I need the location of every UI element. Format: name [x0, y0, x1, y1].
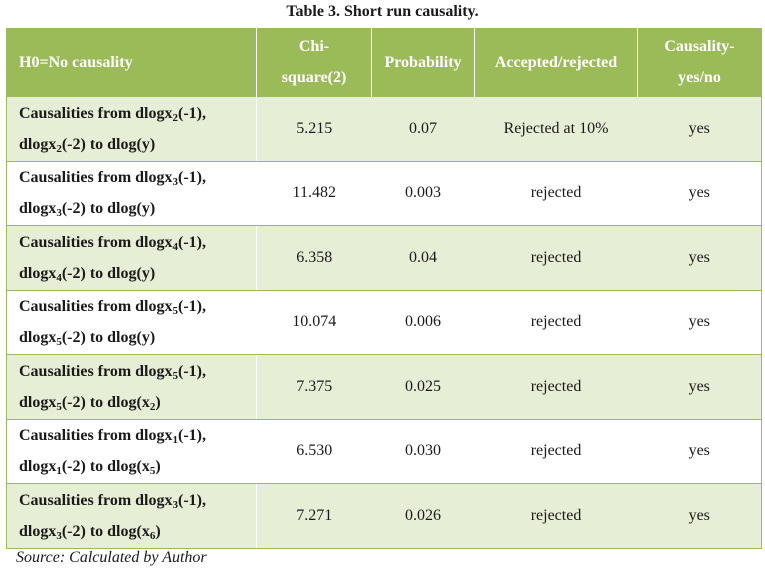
probability-cell: 0.07	[371, 96, 475, 162]
table-row: Causalities from dlogx4(-1), dlogx4(-2) t…	[6, 225, 762, 291]
hypothesis-line1: Causalities from dlogx1(-1),	[19, 427, 206, 447]
table-body: Causalities from dlogx2(-1), dlogx2(-2) t…	[6, 96, 762, 549]
header-chi-line1: Chi-	[298, 38, 330, 55]
hypothesis-cell: Causalities from dlogx1(-1), dlogx1(-2) t…	[6, 418, 257, 484]
status-cell: rejected	[474, 483, 638, 549]
chi-square-cell: 7.375	[256, 354, 372, 420]
chi-square-cell: 6.530	[256, 418, 372, 484]
hypothesis-line2: dlogx5(-2) to dlog(y)	[19, 329, 156, 349]
chi-square-cell: 11.482	[256, 160, 372, 226]
hypothesis-cell: Causalities from dlogx3(-1), dlogx3(-2) t…	[6, 483, 257, 549]
hypothesis-line1: Causalities from dlogx4(-1),	[19, 233, 206, 253]
table-caption: Table 3. Short run causality.	[286, 3, 479, 20]
status-cell: rejected	[474, 418, 638, 484]
hypothesis-line2: dlogx2(-2) to dlog(y)	[19, 135, 156, 155]
chi-square-cell: 10.074	[256, 289, 372, 355]
header-probability: Probability	[371, 28, 475, 97]
hypothesis-cell: Causalities from dlogx2(-1), dlogx2(-2) t…	[6, 96, 257, 162]
causality-cell: yes	[637, 96, 762, 162]
probability-cell: 0.04	[371, 225, 475, 291]
hypothesis-cell: Causalities from dlogx3(-1), dlogx3(-2) t…	[6, 160, 257, 226]
status-cell: rejected	[474, 354, 638, 420]
hypothesis-line2: dlogx4(-2) to dlog(y)	[19, 264, 156, 284]
header-chi-square: Chi- square(2)	[256, 28, 372, 97]
hypothesis-line1: Causalities from dlogx5(-1),	[19, 362, 206, 382]
hypothesis-line2: dlogx3(-2) to dlog(x6)	[19, 522, 161, 542]
hypothesis-line1: Causalities from dlogx2(-1),	[19, 104, 206, 124]
status-cell: Rejected at 10%	[474, 96, 638, 162]
status-cell: rejected	[474, 289, 638, 355]
header-causality-line2: yes/no	[678, 69, 721, 86]
hypothesis-line1: Causalities from dlogx3(-1),	[19, 169, 206, 189]
hypothesis-cell: Causalities from dlogx4(-1), dlogx4(-2) t…	[6, 225, 257, 291]
hypothesis-line2: dlogx5(-2) to dlog(x2)	[19, 393, 161, 413]
chi-square-cell: 5.215	[256, 96, 372, 162]
hypothesis-line1: Causalities from dlogx5(-1),	[19, 298, 206, 318]
table-row: Causalities from dlogx2(-1), dlogx2(-2) t…	[6, 96, 762, 162]
header-hypothesis: H0=No causality	[6, 28, 257, 97]
source-note: Source: Calculated by Author	[16, 549, 207, 566]
status-cell: rejected	[474, 160, 638, 226]
probability-cell: 0.025	[371, 354, 475, 420]
hypothesis-cell: Causalities from dlogx5(-1), dlogx5(-2) t…	[6, 354, 257, 420]
table-row: Causalities from dlogx5(-1), dlogx5(-2) t…	[6, 354, 762, 420]
table-row: Causalities from dlogx3(-1), dlogx3(-2) t…	[6, 483, 762, 549]
causality-cell: yes	[637, 483, 762, 549]
causality-cell: yes	[637, 418, 762, 484]
header-chi-line2: square(2)	[281, 69, 347, 86]
probability-cell: 0.003	[371, 160, 475, 226]
header-row: H0=No causality Chi- square(2) Probabili…	[6, 28, 762, 97]
hypothesis-line2: dlogx3(-2) to dlog(y)	[19, 200, 156, 220]
chi-square-cell: 7.271	[256, 483, 372, 549]
probability-cell: 0.026	[371, 483, 475, 549]
causality-cell: yes	[637, 225, 762, 291]
hypothesis-line1: Causalities from dlogx3(-1),	[19, 491, 206, 511]
table-row: Causalities from dlogx5(-1), dlogx5(-2) t…	[6, 289, 762, 355]
causality-cell: yes	[637, 160, 762, 226]
causality-cell: yes	[637, 289, 762, 355]
status-cell: rejected	[474, 225, 638, 291]
header-causality-line1: Causality-	[664, 38, 735, 55]
table-row: Causalities from dlogx1(-1), dlogx1(-2) t…	[6, 418, 762, 484]
probability-cell: 0.006	[371, 289, 475, 355]
probability-cell: 0.030	[371, 418, 475, 484]
chi-square-cell: 6.358	[256, 225, 372, 291]
hypothesis-cell: Causalities from dlogx5(-1), dlogx5(-2) t…	[6, 289, 257, 355]
causality-cell: yes	[637, 354, 762, 420]
causality-table: H0=No causality Chi- square(2) Probabili…	[6, 28, 762, 549]
header-accepted-rejected: Accepted/rejected	[474, 28, 638, 97]
header-causality: Causality- yes/no	[637, 28, 762, 97]
table-row: Causalities from dlogx3(-1), dlogx3(-2) t…	[6, 160, 762, 226]
hypothesis-line2: dlogx1(-2) to dlog(x5)	[19, 458, 161, 478]
